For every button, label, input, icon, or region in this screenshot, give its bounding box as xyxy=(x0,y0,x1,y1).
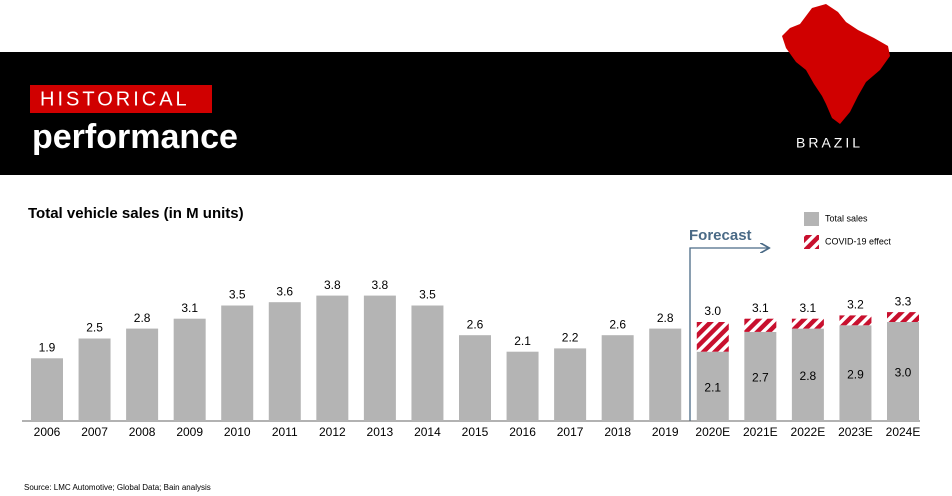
data-label: 2.6 xyxy=(467,317,484,331)
bar xyxy=(173,318,206,421)
brazil-map xyxy=(782,4,890,124)
x-tick-label: 2018 xyxy=(604,425,631,439)
plot: Total sales COVID-19 effect 2006 1.9 2007 2.5… xyxy=(22,212,920,439)
x-tick-label: 2012 xyxy=(319,425,346,439)
header-band xyxy=(0,52,952,175)
data-label: 2.8 xyxy=(800,369,817,383)
header-title: performance xyxy=(32,118,238,156)
total-label: 3.3 xyxy=(895,294,912,308)
bar xyxy=(363,295,396,421)
forecast-arrow xyxy=(689,248,768,421)
data-label: 2.8 xyxy=(134,311,151,325)
total-label: 3.1 xyxy=(800,301,817,315)
bar xyxy=(696,351,729,421)
x-tick-label: 2021E xyxy=(743,425,778,439)
data-label: 2.9 xyxy=(847,367,864,381)
data-label: 2.6 xyxy=(609,317,626,331)
chart-title: Total vehicle sales (in M units) xyxy=(28,205,244,222)
data-label: 2.1 xyxy=(704,381,721,395)
bar xyxy=(411,305,444,421)
data-label: 2.2 xyxy=(562,331,579,345)
total-label: 3.2 xyxy=(847,298,864,312)
bar xyxy=(126,328,159,421)
x-tick-label: 2023E xyxy=(838,425,873,439)
data-label: 3.6 xyxy=(276,284,293,298)
bar xyxy=(316,295,349,421)
bar xyxy=(601,335,634,421)
data-label: 3.8 xyxy=(372,278,389,292)
x-tick-label: 2011 xyxy=(272,425,298,439)
bar xyxy=(649,328,682,421)
bar xyxy=(31,358,63,421)
tag-box xyxy=(30,85,212,113)
x-tick-label: 2019 xyxy=(652,425,679,439)
country: BRAZIL xyxy=(796,135,863,151)
legend-label: COVID-19 effect xyxy=(825,236,891,246)
x-tick-label: 2016 xyxy=(509,425,536,439)
x-tick-label: 2017 xyxy=(557,425,584,439)
legend-swatch xyxy=(804,235,819,249)
data-label: 3.5 xyxy=(419,288,436,302)
data-label: 2.1 xyxy=(514,334,531,348)
x-tick-label: 2013 xyxy=(367,425,394,439)
x-tick-label: 2010 xyxy=(224,425,251,439)
data-label: 2.5 xyxy=(86,321,103,335)
bar xyxy=(78,338,111,421)
bar xyxy=(221,305,254,421)
data-label: 3.8 xyxy=(324,278,341,292)
x-tick-label: 2024E xyxy=(886,425,921,439)
source: Source: LMC Automotive; Global Data; Bai… xyxy=(24,483,211,492)
bar xyxy=(268,302,301,421)
x-tick-label: 2020E xyxy=(695,425,730,439)
bar xyxy=(791,328,824,421)
x-tick-label: 2014 xyxy=(414,425,441,439)
x-tick-label: 2022E xyxy=(791,425,826,439)
x-tick-label: 2007 xyxy=(81,425,108,439)
data-label: 3.0 xyxy=(895,366,912,380)
legend-swatch xyxy=(804,212,819,226)
data-label: 1.9 xyxy=(39,340,56,354)
x-tick-label: 2008 xyxy=(129,425,156,439)
total-label: 3.1 xyxy=(752,301,769,315)
data-label: 2.7 xyxy=(752,371,769,385)
covid-bar xyxy=(791,318,824,329)
bar xyxy=(839,325,872,421)
bar xyxy=(459,335,491,421)
bar xyxy=(554,348,587,421)
bar xyxy=(744,331,777,421)
data-label: 3.1 xyxy=(181,301,198,315)
x-tick-label: 2015 xyxy=(462,425,489,439)
covid-bar xyxy=(839,315,872,326)
bar xyxy=(887,322,919,421)
covid-bar xyxy=(744,318,777,332)
data-label: 2.8 xyxy=(657,311,674,325)
x-tick-label: 2009 xyxy=(176,425,203,439)
covid-bar xyxy=(887,312,919,322)
covid-bar xyxy=(696,322,729,352)
forecast-label: Forecast xyxy=(689,227,752,244)
x-tick-label: 2006 xyxy=(34,425,61,439)
data-label: 3.5 xyxy=(229,288,246,302)
bar xyxy=(506,351,539,421)
header-tag: HISTORICAL xyxy=(40,88,190,110)
total-label: 3.0 xyxy=(704,304,721,318)
legend-label: Total sales xyxy=(825,213,868,223)
